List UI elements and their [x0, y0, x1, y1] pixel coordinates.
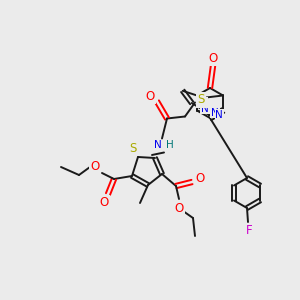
- Text: N: N: [211, 107, 219, 118]
- Text: N: N: [201, 103, 209, 113]
- Text: N: N: [215, 110, 223, 120]
- Text: O: O: [208, 52, 217, 65]
- Text: H: H: [199, 98, 207, 107]
- Text: H: H: [166, 140, 174, 151]
- Text: S: S: [197, 93, 205, 106]
- Text: N: N: [154, 140, 162, 151]
- Text: N: N: [197, 97, 205, 107]
- Text: O: O: [99, 196, 109, 208]
- Text: O: O: [90, 160, 100, 173]
- Text: O: O: [146, 90, 154, 103]
- Text: S: S: [129, 142, 137, 155]
- Text: O: O: [195, 172, 205, 185]
- Text: F: F: [246, 224, 252, 236]
- Text: O: O: [174, 202, 184, 215]
